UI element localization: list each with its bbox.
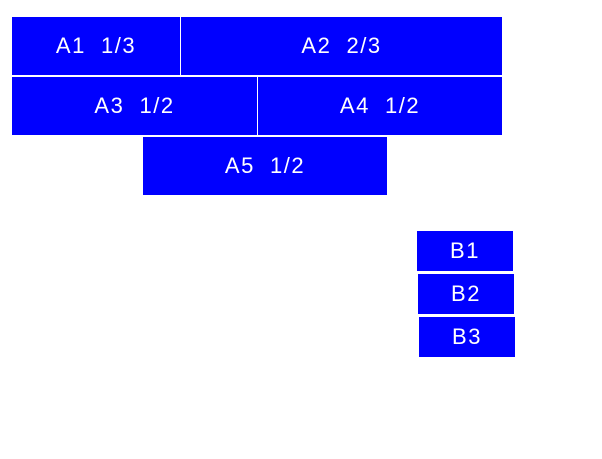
box-b3[interactable]: B3 bbox=[419, 317, 515, 357]
box-a2[interactable]: A2 2/3 bbox=[181, 17, 502, 75]
box-b2[interactable]: B2 bbox=[418, 274, 514, 314]
box-a1[interactable]: A1 1/3 bbox=[12, 17, 180, 75]
box-b1[interactable]: B1 bbox=[417, 231, 513, 271]
box-a5[interactable]: A5 1/2 bbox=[143, 137, 387, 195]
box-a4[interactable]: A4 1/2 bbox=[258, 77, 502, 135]
box-a3[interactable]: A3 1/2 bbox=[12, 77, 257, 135]
